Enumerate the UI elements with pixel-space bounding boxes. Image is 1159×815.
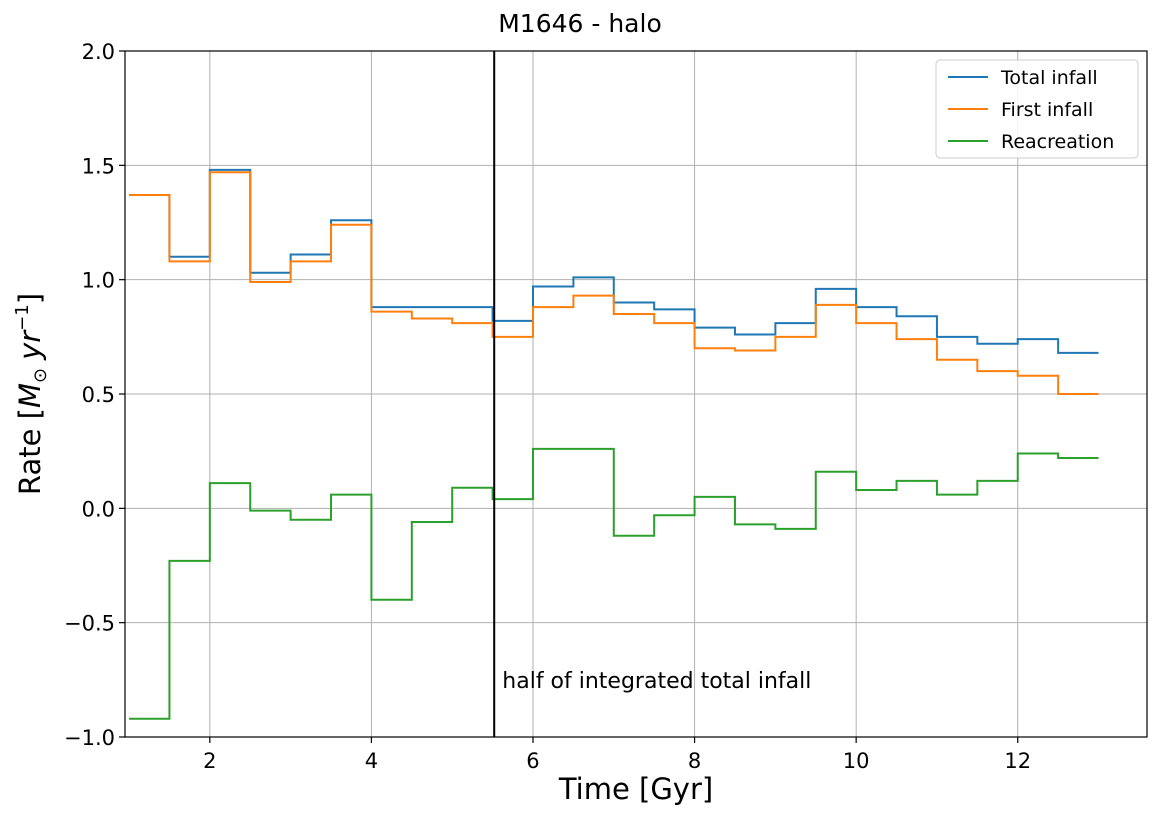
x-tick-label: 6 [526,749,539,773]
y-tick-label: 1.0 [82,269,115,293]
y-tick-label: 0.5 [82,383,115,407]
legend: Total infall First infall Reacreation [935,59,1139,159]
x-tick-label: 12 [1004,749,1031,773]
y-axis-label-mass: M [13,383,47,408]
series-line-reacreation [129,447,1099,720]
y-axis-label-sun: ⊙ [30,368,51,383]
y-tick-label: 0.0 [82,497,115,521]
chart-title: M1646 - halo [498,9,662,38]
y-tick-label: 1.5 [82,154,115,178]
series-line-first-infall [129,171,1099,395]
series-layer [129,168,1099,720]
x-tick-label: 10 [843,749,870,773]
x-tick-label: 8 [688,749,701,773]
annotation-text: half of integrated total infall [502,669,811,694]
legend-label: First infall [1001,99,1093,121]
x-axis-label: Time [Gyr] [558,772,713,806]
legend-label: Reacreation [1001,131,1114,153]
legend-label: Total infall [1000,67,1098,89]
x-tick-label: 4 [365,749,378,773]
y-tick-label: 2.0 [82,40,115,64]
y-tick-label: −0.5 [64,612,115,636]
y-axis-label-exp: −1 [12,304,33,331]
y-axis-label-close: ] [13,293,47,304]
series-line-total-infall [129,168,1099,354]
y-axis-label-text: Rate [ [13,408,47,495]
y-axis-label-unit: yr [13,329,47,361]
y-tick-label: −1.0 [64,726,115,750]
x-tick-label: 2 [203,749,216,773]
axis-ticks: 2 4 6 8 10 12 −1.0 −0.5 0.0 0.5 1.0 1.5 2.0 [64,40,1031,773]
y-axis-label: Rate [M⊙ yr−1] [12,293,51,495]
legend-box [935,59,1139,159]
